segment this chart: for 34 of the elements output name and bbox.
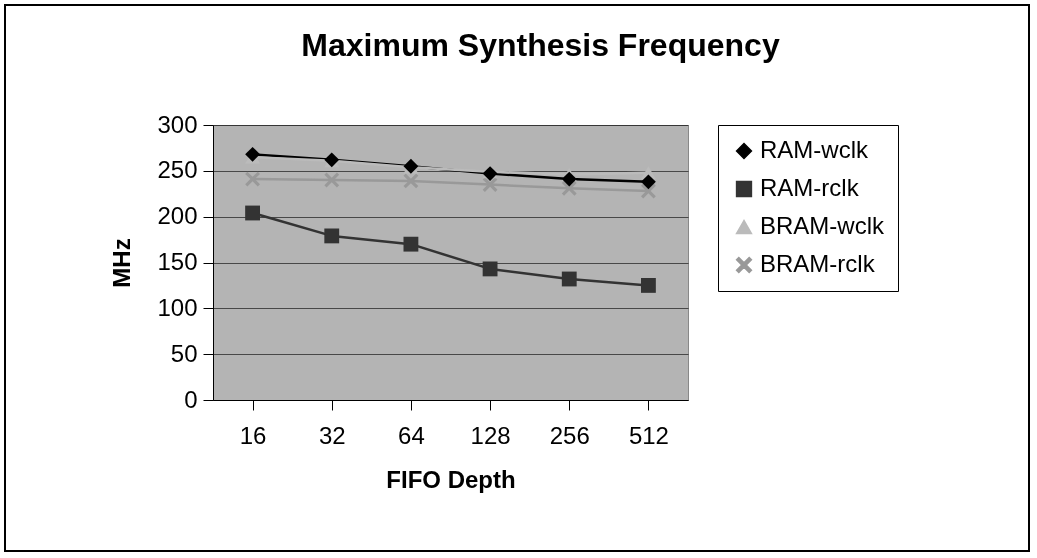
y-axis-title: MHz	[108, 238, 136, 288]
y-tick-label: 250	[157, 156, 198, 184]
point	[561, 271, 577, 287]
point	[403, 173, 419, 189]
point	[245, 146, 260, 162]
y-tick-label: 50	[170, 339, 198, 367]
legend-label: BRAM-rclk	[760, 250, 876, 277]
point	[641, 183, 656, 199]
point	[324, 228, 340, 244]
legend-label: BRAM-wclk	[760, 212, 885, 239]
x-tick-label: 256	[549, 421, 590, 449]
y-tick-label: 150	[157, 248, 198, 275]
point	[245, 205, 260, 221]
legend-label: RAM-wclk	[760, 136, 869, 163]
point	[324, 172, 340, 188]
legend-label: RAM-rclk	[760, 174, 860, 201]
y-tick-label: 100	[157, 293, 198, 321]
y-tick-label: 0	[184, 385, 198, 413]
point	[641, 174, 656, 190]
x-tick-label: 32	[318, 421, 346, 449]
x-axis-title: FIFO Depth	[386, 465, 516, 493]
y-tick-label: 300	[157, 110, 198, 138]
x-tick-label: 64	[398, 421, 425, 449]
chart-title: Maximum Synthesis Frequency	[301, 27, 780, 63]
x-tick-label: 128	[470, 421, 511, 449]
point	[561, 171, 577, 187]
x-tick-label: 512	[628, 421, 669, 449]
point	[482, 177, 498, 192]
point	[245, 171, 260, 187]
point	[641, 278, 656, 293]
y-tick-label: 200	[157, 202, 198, 230]
x-tick-label: 16	[239, 421, 267, 449]
point	[561, 180, 577, 196]
point	[403, 236, 419, 252]
